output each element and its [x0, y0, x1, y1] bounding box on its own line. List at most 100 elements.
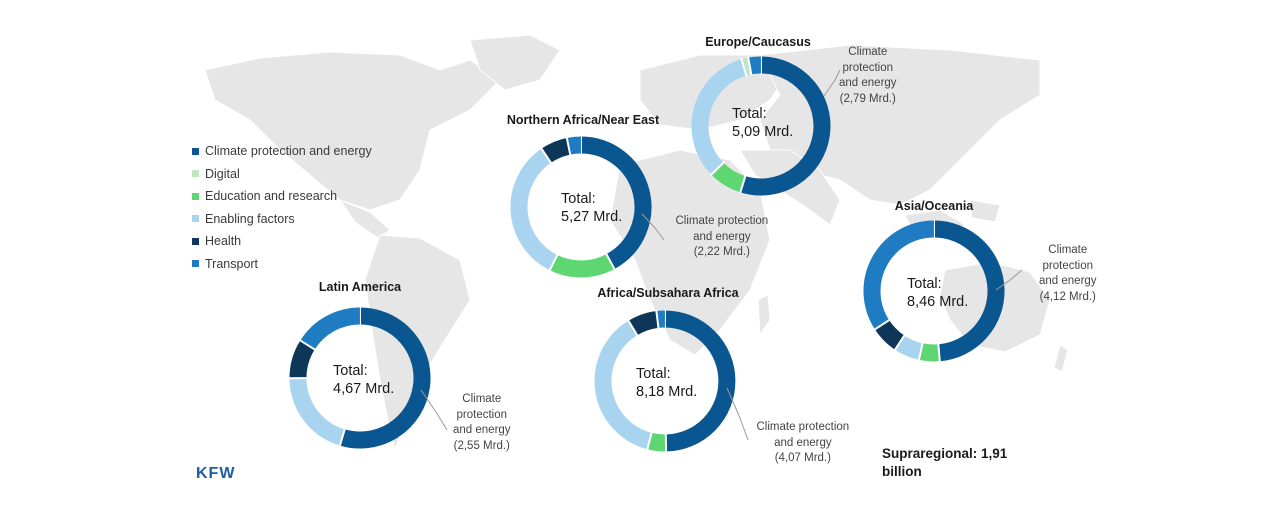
- callout-line: (2,55 Mrd.): [453, 439, 510, 452]
- region-title: Latin America: [318, 280, 402, 294]
- legend-swatch: [192, 260, 199, 268]
- total-caption: Total:: [636, 366, 671, 382]
- donut-segment: [933, 220, 1005, 362]
- callout-line: Climate: [848, 46, 888, 58]
- callout-line: protection: [456, 408, 508, 421]
- donut-separator: [565, 136, 572, 156]
- region-title: Europe/Caucasus: [705, 35, 811, 49]
- callout-label: Climate protection and energy (4,07 Mrd.): [757, 420, 850, 467]
- callout-line: Climate: [1048, 244, 1088, 256]
- donut-total-label: Total: 8,46 Mrd.: [907, 275, 968, 311]
- total-caption: Total:: [907, 276, 942, 292]
- supraregional-note: Supraregional: 1,91 billion: [882, 445, 1007, 481]
- legend-swatch: [192, 192, 199, 200]
- supraregional-line-1: Supraregional: 1,91: [882, 446, 1008, 461]
- region-title: Northern Africa/Near East: [506, 113, 660, 127]
- donut-segment: [895, 335, 923, 360]
- legend-swatch: [192, 147, 199, 155]
- donut-separator: [873, 318, 891, 331]
- total-value: 4,67 Mrd.: [333, 381, 395, 397]
- donut-total-label: Total: 5,27 Mrd.: [561, 190, 622, 226]
- donut-separator: [739, 174, 747, 194]
- donut-separator: [605, 252, 616, 271]
- legend-swatch: [192, 170, 199, 178]
- donut-segment: [580, 136, 652, 270]
- callout-line: and energy: [693, 230, 751, 243]
- donut-separator: [646, 431, 653, 451]
- donut-chart: [863, 219, 1023, 363]
- legend-swatch: [192, 215, 199, 223]
- donut-total-label: Total: 5,09 Mrd.: [732, 105, 793, 141]
- total-caption: Total:: [333, 363, 368, 379]
- callout-line: (2,22 Mrd.): [693, 246, 750, 258]
- total-value: 8,46 Mrd.: [907, 294, 969, 310]
- callout-line: and energy: [774, 436, 832, 449]
- callout-label: Climate protection and energy (2,55 Mrd.): [453, 392, 511, 454]
- donut-segment: [748, 56, 762, 75]
- callout-line: and energy: [839, 77, 897, 89]
- kfw-logo: KFW: [196, 465, 236, 482]
- callout-leader-line: [726, 387, 749, 441]
- total-caption: Total:: [561, 191, 596, 207]
- callout-line: Climate protection: [675, 215, 769, 227]
- legend-item: Digital: [192, 163, 372, 186]
- callout-label: Climate protection and energy (2,79 Mrd.): [839, 45, 897, 107]
- callout-line: (2,79 Mrd.): [839, 92, 896, 105]
- total-caption: Total:: [732, 106, 767, 122]
- legend-label: Transport: [205, 256, 259, 271]
- total-value: 5,09 Mrd.: [732, 124, 794, 140]
- donut-separator: [548, 253, 559, 272]
- legend-label: Education and research: [205, 189, 338, 204]
- donut-separator: [893, 334, 906, 352]
- legend-label: Enabling factors: [205, 211, 295, 226]
- legend-item: Transport: [192, 253, 372, 276]
- supraregional-line-2: billion: [882, 464, 922, 479]
- donut-separator: [338, 428, 346, 447]
- legend-item: Climate protection and energy: [192, 140, 372, 163]
- legend-label: Health: [205, 234, 242, 249]
- legend-item: Health: [192, 230, 372, 253]
- donut-segment: [691, 59, 747, 175]
- donut-separator: [917, 342, 924, 362]
- callout-line: protection: [1042, 259, 1094, 272]
- donut-segment: [510, 148, 558, 271]
- donut-chart: [288, 306, 448, 449]
- donut-segment: [919, 343, 940, 362]
- callout-leader-line: [823, 69, 841, 97]
- legend-item: Education and research: [192, 185, 372, 208]
- legend-label: Climate protection and energy: [205, 144, 372, 159]
- callout-leader-line: [641, 213, 665, 241]
- donut-separator: [709, 161, 725, 177]
- legend: Climate protection and energy Digital Educ…: [192, 140, 372, 275]
- region-title: Asia/Oceania: [894, 199, 974, 213]
- donut-segment: [863, 220, 935, 330]
- total-value: 8,18 Mrd.: [636, 384, 698, 400]
- donut-segment: [711, 162, 746, 193]
- donut-segment: [740, 56, 831, 196]
- legend-swatch: [192, 237, 199, 245]
- callout-line: Climate protection: [756, 421, 850, 433]
- donut-segment: [339, 307, 431, 449]
- callout-leader-line: [420, 389, 448, 431]
- total-value: 5,27 Mrd.: [561, 209, 623, 225]
- donut-separator: [298, 339, 317, 351]
- donut-segment: [289, 377, 346, 446]
- donut-separator: [747, 56, 753, 76]
- legend-item: Enabling factors: [192, 208, 372, 231]
- donut-separator: [540, 147, 553, 165]
- donut-segment: [300, 307, 361, 350]
- legend-label: Digital: [205, 166, 240, 181]
- callout-line: and energy: [453, 424, 511, 436]
- callout-line: protection: [842, 61, 894, 74]
- donut-chart: [691, 55, 841, 196]
- donut-separator: [655, 309, 660, 330]
- donut-segment: [594, 320, 652, 450]
- donut-segment: [541, 137, 571, 163]
- donut-chart: [510, 135, 665, 278]
- callout-label: Climate protection and energy (2,22 Mrd.): [676, 214, 769, 261]
- donut-segment: [549, 253, 615, 278]
- callout-line: Climate: [462, 393, 502, 405]
- donut-total-label: Total: 8,18 Mrd.: [636, 365, 697, 401]
